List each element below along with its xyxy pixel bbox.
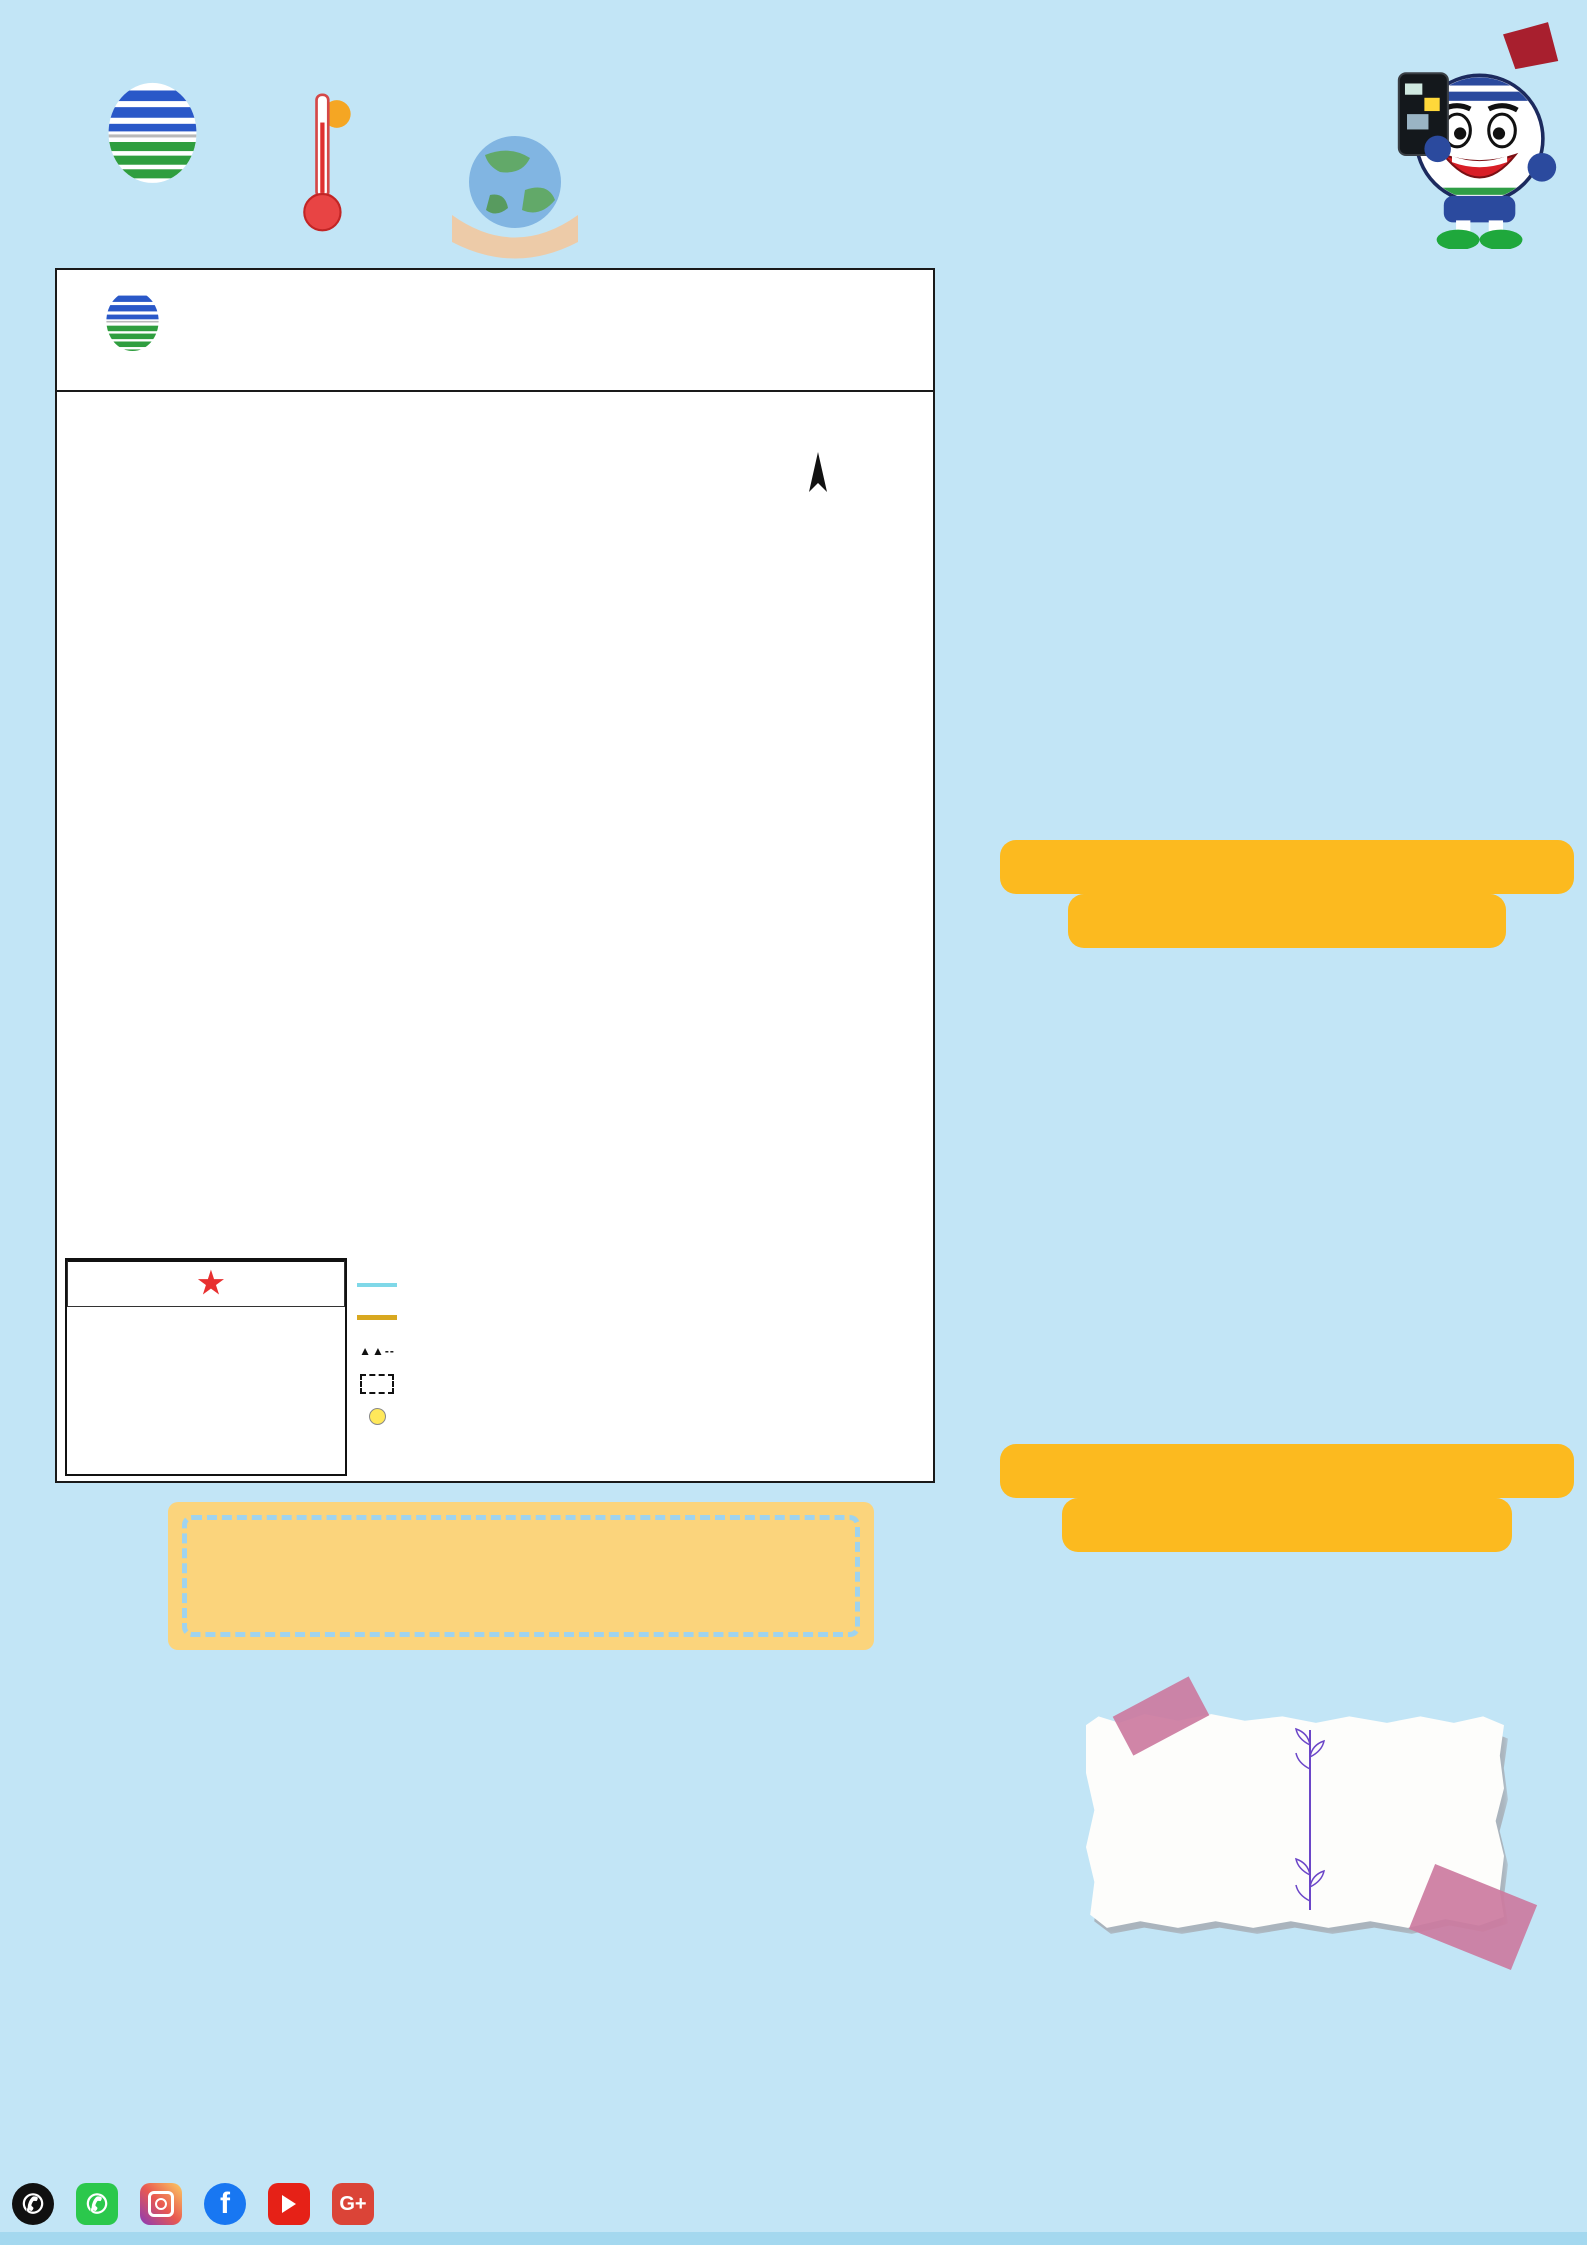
north-arrow-icon [809,452,827,492]
sae-mascot [1382,14,1572,251]
map-panel: ★ ▲▲-- [55,268,935,1483]
magnitude-caption-line2 [1068,894,1506,948]
chart-plot-area [108,1725,1040,2125]
legend-row-labels [260,1685,302,1713]
phone-icon: ✆ [12,2183,54,2225]
keterangan-legend: ▲▲-- [355,1258,541,1476]
legend-series1 [357,1685,399,1713]
bmkg-station-logo [55,42,250,242]
recorded-stat [1108,1742,1308,1773]
whatsapp-icon: ✆ [76,2183,118,2225]
magnitude-caption-line1 [1000,840,1574,894]
daily-earthquake-bar-chart [30,1675,1050,2175]
data-sources [805,1258,927,1476]
facebook-contact: f [204,2183,254,2225]
bottom-strip [0,2232,1587,2245]
youtube-contact [268,2183,318,2225]
leaf-divider-icon [1295,1727,1325,1910]
city-icon [355,1408,399,1425]
slab-contour-legend [549,1258,797,1476]
phone-contact: ✆ [12,2183,62,2225]
contact-footer: ✆ ✆ f G+ [0,2176,1587,2232]
facebook-icon: f [204,2183,246,2225]
whatsapp-contact: ✆ [76,2183,126,2225]
depth-caption-line1 [1000,1444,1574,1498]
globe-hands-icon [430,120,590,270]
fault-icon [355,1315,399,1320]
depth-caption-line2 [1062,1498,1512,1552]
felt-star-icon: ★ [197,1267,225,1300]
province-boundary-icon [355,1373,399,1394]
map-title-block [57,270,933,392]
gplus-icon: G+ [332,2183,374,2225]
thermometer-icon [296,82,352,242]
felt-stat [1318,1742,1518,1773]
bar-chart-section-badge [168,1502,874,1650]
berakhlak-logo [1160,2042,1500,2062]
chart-legend [260,1685,399,1713]
map-bmkg-logo [85,278,180,386]
earthquake-distribution-map [809,452,827,492]
magnitude-depth-table: ★ [65,1258,347,1476]
map-legend: ★ ▲▲-- [65,1258,927,1476]
badge-title [182,1515,860,1637]
subduction-icon: ▲▲-- [359,1343,395,1358]
coastline-icon [355,1282,399,1287]
instagram-icon [140,2183,182,2225]
magnitude-donut-chart [1085,385,1455,755]
gplus-contact: G+ [332,2183,382,2225]
youtube-icon [268,2183,310,2225]
series1-swatch [357,1685,385,1713]
depth-donut-chart [1085,988,1455,1358]
instagram-contact [140,2183,190,2225]
row-labels-swatch [260,1685,288,1713]
